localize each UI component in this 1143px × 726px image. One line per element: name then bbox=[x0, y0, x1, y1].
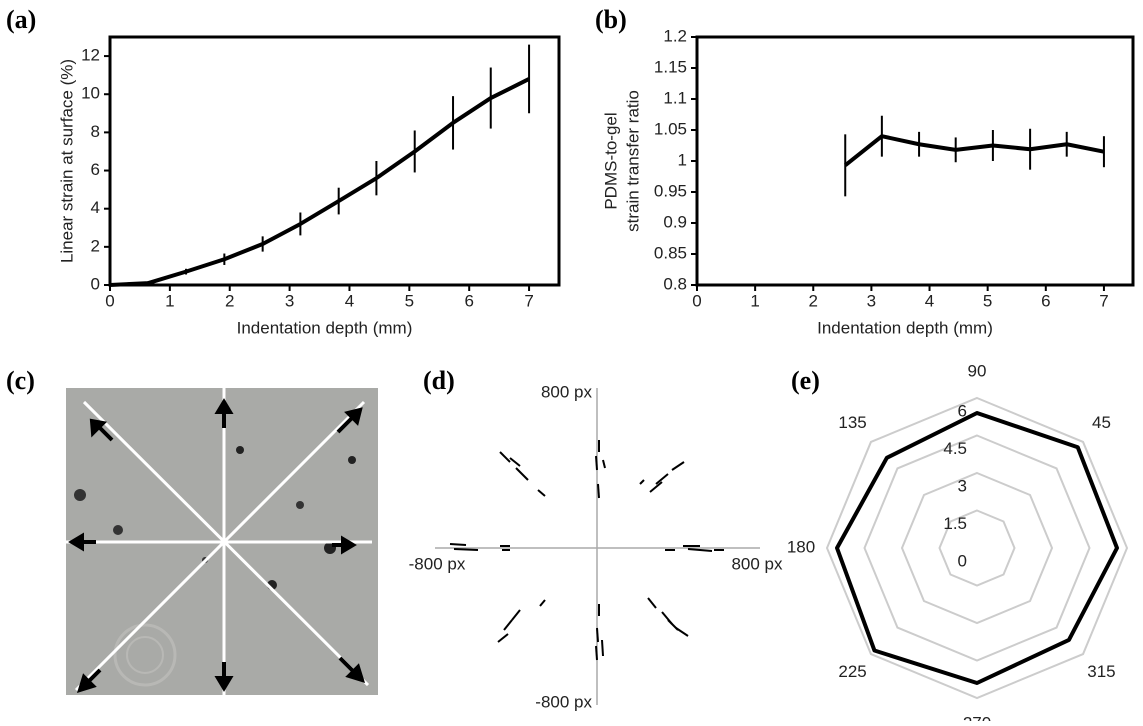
x-tick-label: 1 bbox=[750, 291, 759, 310]
plot-frame bbox=[697, 37, 1133, 285]
y-axis-title: Linear strain at surface (%) bbox=[57, 59, 76, 263]
panel-label: (a) bbox=[6, 5, 36, 34]
x-tick-label: 2 bbox=[809, 291, 818, 310]
y-tick-label: 12 bbox=[81, 46, 100, 65]
r-tick-label: 3 bbox=[958, 476, 967, 495]
category-label: 180 bbox=[787, 537, 815, 556]
category-label: 315 bbox=[1087, 662, 1115, 681]
panel-label: (d) bbox=[423, 366, 455, 395]
x-tick-label: 2 bbox=[225, 291, 234, 310]
panel-label: (b) bbox=[595, 5, 627, 34]
y-tick-label: 4 bbox=[91, 198, 100, 217]
category-label: 135 bbox=[838, 413, 866, 432]
y-tick-label: 0 bbox=[91, 274, 100, 293]
x-tick-label: 800 px bbox=[731, 554, 783, 573]
x-tick-label: 1 bbox=[165, 291, 174, 310]
x-tick-label: 6 bbox=[1041, 291, 1050, 310]
data-line bbox=[110, 79, 529, 285]
r-tick-label: 0 bbox=[958, 551, 967, 570]
y-tick-label: 0.9 bbox=[663, 212, 687, 231]
figure: (a) (b) (c) (d) (e) 01234567024681012Ind… bbox=[0, 0, 1143, 721]
y-tick-label: 2 bbox=[91, 236, 100, 255]
category-label: 45 bbox=[1092, 413, 1111, 432]
x-tick-label: 6 bbox=[464, 291, 473, 310]
category-label: 225 bbox=[838, 662, 866, 681]
x-tick-label: -800 px bbox=[409, 554, 466, 573]
y-tick-label: 0.85 bbox=[654, 243, 687, 262]
category-label: 90 bbox=[968, 361, 987, 380]
x-tick-label: 4 bbox=[345, 291, 354, 310]
x-tick-label: 5 bbox=[983, 291, 992, 310]
data-line bbox=[837, 413, 1117, 683]
y-tick-label: 8 bbox=[91, 122, 100, 141]
panel-label: (e) bbox=[791, 366, 820, 395]
x-tick-label: 5 bbox=[405, 291, 414, 310]
r-tick-label: 4.5 bbox=[943, 439, 967, 458]
y-axis-title: strain transfer ratio bbox=[623, 90, 642, 232]
x-tick-label: 4 bbox=[925, 291, 934, 310]
x-tick-label: 0 bbox=[105, 291, 114, 310]
micrograph bbox=[66, 388, 378, 695]
y-tick-label: 6 bbox=[91, 160, 100, 179]
category-label: 270 bbox=[963, 713, 991, 721]
y-tick-label: 1.05 bbox=[654, 119, 687, 138]
r-tick-label: 1.5 bbox=[943, 514, 967, 533]
y-tick-label: 1.2 bbox=[663, 26, 687, 45]
x-tick-label: 7 bbox=[524, 291, 533, 310]
x-tick-label: 7 bbox=[1099, 291, 1108, 310]
x-tick-label: 3 bbox=[867, 291, 876, 310]
y-axis-title: PDMS-to-gel bbox=[601, 112, 620, 209]
vector-plot bbox=[435, 388, 760, 705]
panel-label: (c) bbox=[6, 366, 35, 395]
y-tick-label: 800 px bbox=[541, 382, 593, 401]
y-tick-label: 1.15 bbox=[654, 57, 687, 76]
x-axis-title: Indentation depth (mm) bbox=[817, 318, 993, 337]
grid-ring bbox=[902, 473, 1052, 623]
y-tick-label: -800 px bbox=[535, 693, 592, 712]
grid-ring bbox=[865, 436, 1090, 661]
x-tick-label: 0 bbox=[692, 291, 701, 310]
x-axis-title: Indentation depth (mm) bbox=[237, 318, 413, 337]
y-tick-label: 1.1 bbox=[663, 88, 687, 107]
x-tick-label: 3 bbox=[285, 291, 294, 310]
y-tick-label: 10 bbox=[81, 84, 100, 103]
y-tick-label: 0.8 bbox=[663, 274, 687, 293]
y-tick-label: 0.95 bbox=[654, 181, 687, 200]
data-line bbox=[845, 136, 1104, 165]
y-tick-label: 1 bbox=[678, 150, 687, 169]
grid-ring bbox=[827, 398, 1127, 698]
